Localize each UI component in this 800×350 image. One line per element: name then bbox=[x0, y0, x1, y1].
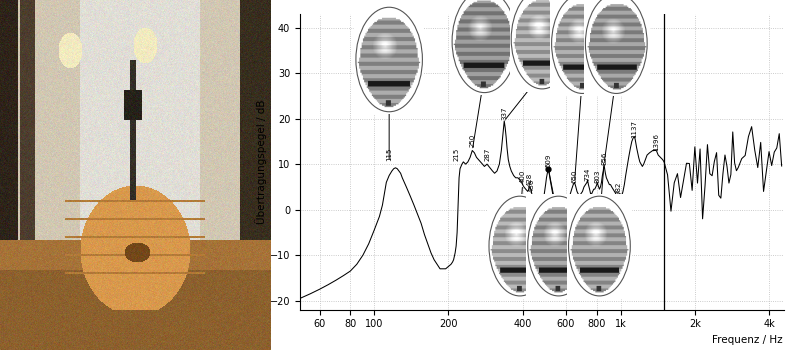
Text: 337: 337 bbox=[502, 106, 507, 120]
Text: 734: 734 bbox=[585, 168, 590, 181]
Text: 982: 982 bbox=[616, 181, 622, 195]
Text: 287: 287 bbox=[484, 147, 490, 161]
Text: 400: 400 bbox=[519, 170, 526, 183]
Text: 250: 250 bbox=[470, 134, 475, 147]
Text: 803: 803 bbox=[594, 170, 600, 183]
Text: 650: 650 bbox=[571, 170, 578, 183]
Text: 1137: 1137 bbox=[631, 120, 638, 138]
Text: 1396: 1396 bbox=[654, 133, 659, 152]
Text: 509: 509 bbox=[546, 154, 551, 167]
Text: Frequenz / Hz: Frequenz / Hz bbox=[712, 335, 782, 345]
Text: 215: 215 bbox=[453, 147, 459, 161]
Text: 856: 856 bbox=[601, 152, 607, 165]
Y-axis label: Übertragungspegel / dB: Übertragungspegel / dB bbox=[255, 100, 267, 224]
Text: 115: 115 bbox=[386, 147, 392, 161]
Text: 436: 436 bbox=[529, 179, 535, 192]
Text: 428: 428 bbox=[527, 172, 533, 186]
